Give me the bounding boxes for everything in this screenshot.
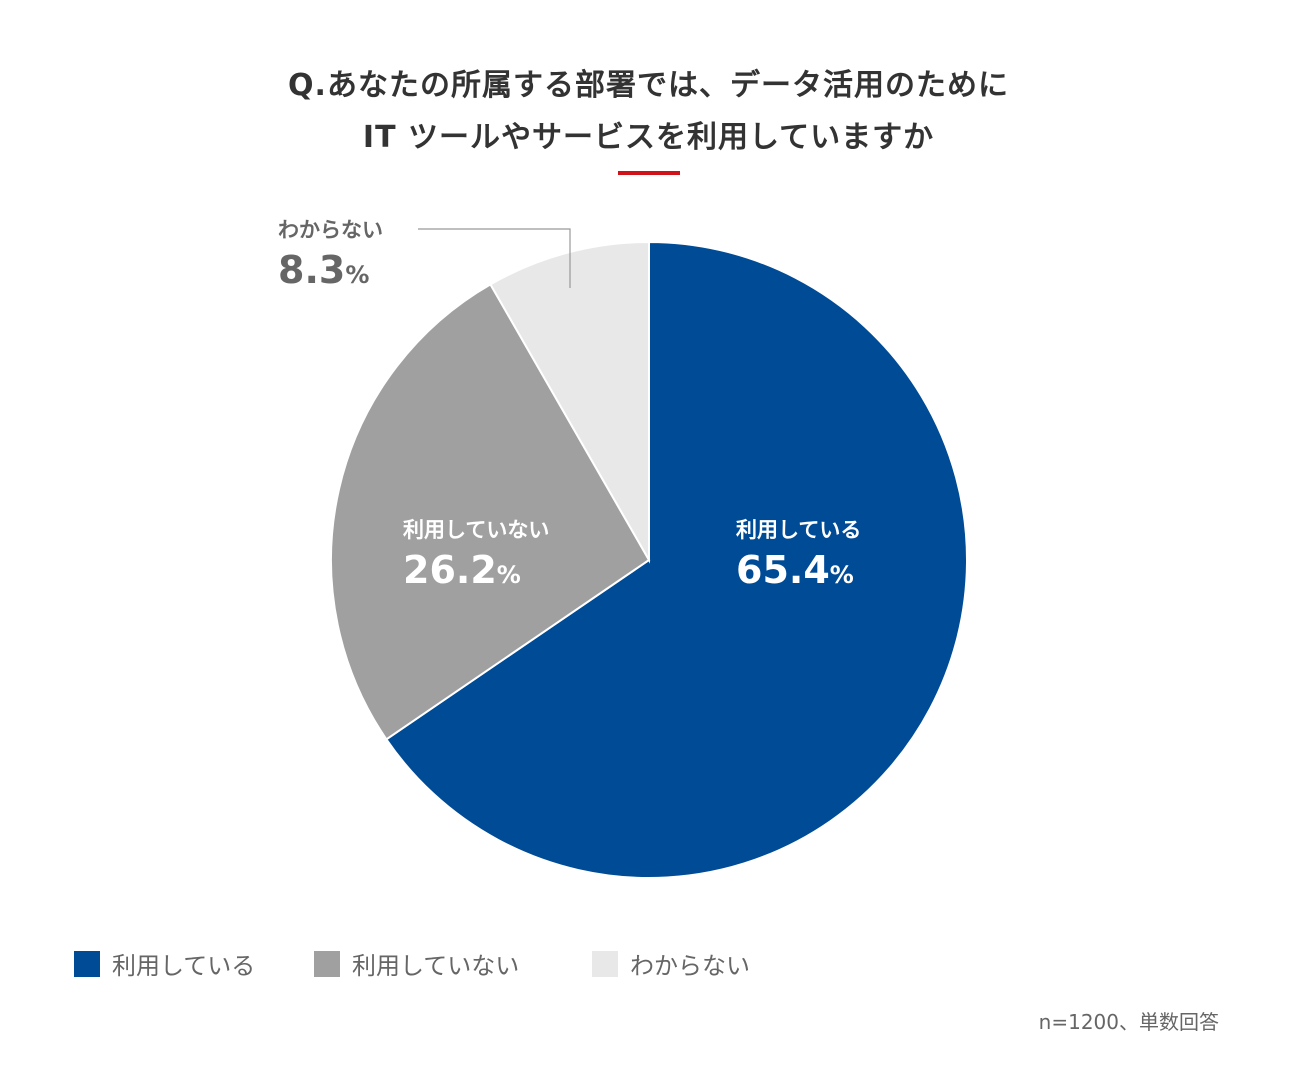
legend-label-unknown: わからない — [630, 952, 750, 980]
legend-item-using: 利用している — [74, 946, 255, 981]
legend-swatch-not-using — [314, 950, 340, 977]
legend-item-unknown: わからない — [592, 946, 750, 981]
title-accent-bar — [618, 171, 680, 175]
sample-note: n=1200、単数回答 — [1038, 1010, 1219, 1034]
slice-name-using: 利用している — [736, 518, 862, 542]
chart-title-line-2: IT ツールやサービスを利用していますか — [362, 120, 935, 155]
legend-label-not-using: 利用していない — [352, 952, 520, 980]
slice-name-unknown: わからない — [278, 218, 383, 242]
slice-value-not-using: 26.2% — [403, 548, 521, 592]
slice-label-not-using: 利用していない 26.2% — [403, 514, 549, 592]
pie-slice-using — [384, 240, 969, 879]
legend-swatch-using — [74, 950, 100, 977]
slice-label-using: 利用している 65.4% — [736, 514, 861, 592]
unknown-leader-line — [418, 228, 571, 288]
legend-swatch-unknown — [592, 950, 618, 977]
chart-title-line-1: Q.あなたの所属する部署では、データ活用のために — [288, 68, 1009, 103]
slice-value-unknown: 8.3% — [278, 248, 370, 292]
slice-value-using: 65.4% — [736, 548, 854, 592]
slice-label-unknown: わからない 8.3% — [278, 214, 383, 292]
pie-slice-not-using — [330, 282, 651, 741]
legend-label-using: 利用している — [112, 952, 256, 980]
legend-item-not-using: 利用していない — [314, 946, 519, 981]
slice-name-not-using: 利用していない — [403, 518, 550, 542]
pie-slice-unknown — [489, 240, 650, 564]
